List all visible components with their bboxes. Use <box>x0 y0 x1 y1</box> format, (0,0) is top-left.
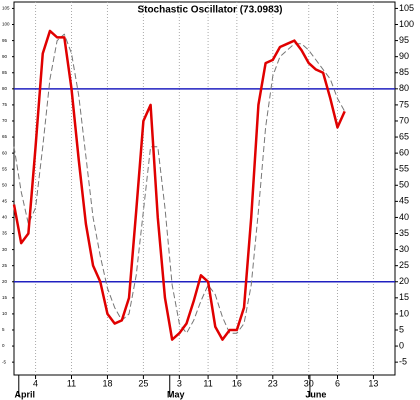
y-tick-label-left: 40 <box>2 215 8 220</box>
y-tick-label-left: 0 <box>2 343 5 348</box>
x-tick-label: 11 <box>203 378 212 388</box>
y-tick-label-left: 65 <box>2 134 8 139</box>
y-tick-label-right: 75 <box>399 99 409 109</box>
y-tick-label-left: 35 <box>2 231 8 236</box>
y-tick-label-left: 60 <box>2 150 8 155</box>
month-label: June <box>305 389 326 399</box>
y-tick-label-right: 70 <box>399 115 409 125</box>
y-tick-label-left: 20 <box>2 279 8 284</box>
y-tick-label-left: 75 <box>2 102 8 107</box>
y-tick-label-right: 80 <box>399 83 409 93</box>
x-tick-label: 4 <box>33 378 38 388</box>
y-tick-label-left: 45 <box>2 199 8 204</box>
y-tick-label-right: 10 <box>399 308 409 318</box>
y-tick-label-right: -5 <box>399 357 407 367</box>
chart-title: Stochastic Oscillator (73.0983) <box>137 5 282 16</box>
y-tick-label-right: 65 <box>399 131 409 141</box>
y-tick-label-right: 60 <box>399 148 409 158</box>
y-tick-label-right: 95 <box>399 35 409 45</box>
y-tick-label-right: 25 <box>399 260 409 270</box>
signal-line <box>13 33 346 334</box>
y-tick-label-left: 5 <box>2 327 5 332</box>
y-tick-label-right: 30 <box>399 244 409 254</box>
y-tick-label-right: 45 <box>399 196 409 206</box>
y-tick-label-right: 50 <box>399 180 409 190</box>
y-tick-label-left: 25 <box>2 263 8 268</box>
y-tick-label-right: 15 <box>399 292 409 302</box>
x-tick-label: 18 <box>102 378 112 388</box>
y-tick-label-left: 10 <box>2 311 8 316</box>
y-tick-label-left: 100 <box>2 22 10 27</box>
y-tick-label-left: 85 <box>2 70 8 75</box>
y-tick-label-left: 95 <box>2 38 8 43</box>
y-tick-label-left: -5 <box>2 359 6 364</box>
y-tick-label-right: 100 <box>399 19 414 29</box>
y-tick-label-left: 30 <box>2 247 8 252</box>
y-tick-label-right: 105 <box>399 3 414 13</box>
x-tick-label: 23 <box>268 378 278 388</box>
plot-frame <box>13 1 396 376</box>
y-tick-label-left: 70 <box>2 118 8 123</box>
x-tick-label: 25 <box>138 378 148 388</box>
month-label: April <box>15 389 36 399</box>
y-tick-label-right: 55 <box>399 164 409 174</box>
y-tick-label-right: 85 <box>399 67 409 77</box>
oscillator-line <box>12 29 346 341</box>
y-tick-label-right: 5 <box>399 324 404 334</box>
x-tick-label: 16 <box>232 378 242 388</box>
x-tick-label: 30 <box>304 378 314 388</box>
y-tick-label-left: 80 <box>2 86 8 91</box>
x-tick-label: 11 <box>67 378 76 388</box>
y-tick-label-right: 40 <box>399 212 409 222</box>
month-label: May <box>167 389 185 399</box>
y-tick-label-left: 90 <box>2 54 8 59</box>
y-tick-label-left: 105 <box>2 6 10 11</box>
y-tick-label-left: 15 <box>2 295 8 300</box>
y-tick-label-right: 35 <box>399 228 409 238</box>
x-tick-label: 3 <box>177 378 182 388</box>
y-tick-label-right: 20 <box>399 276 409 286</box>
y-tick-label-left: 55 <box>2 166 8 171</box>
y-tick-label-right: 90 <box>399 51 409 61</box>
y-tick-label-left: 50 <box>2 182 8 187</box>
y-tick-label-right: 0 <box>399 340 404 350</box>
x-tick-label: 13 <box>368 378 378 388</box>
x-tick-label: 6 <box>335 378 340 388</box>
